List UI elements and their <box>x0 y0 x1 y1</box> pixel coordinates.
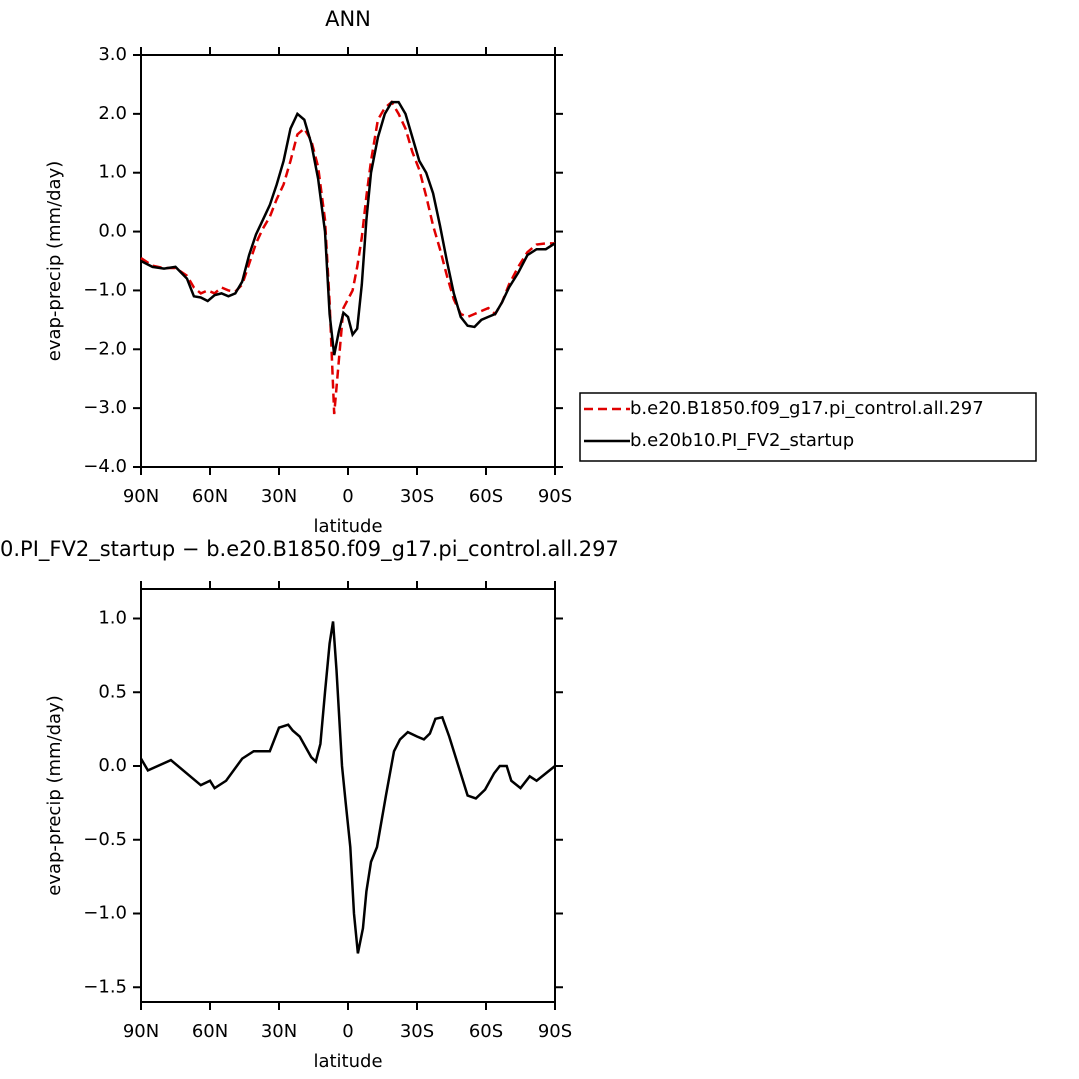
y-tick-label: −2.0 <box>83 338 127 359</box>
y-tick-label: −1.0 <box>83 903 127 924</box>
y-axis-label: evap-precip (mm/day) <box>44 161 65 362</box>
y-tick-label: −1.5 <box>83 976 127 997</box>
plot-frame <box>140 588 556 1003</box>
x-tick-label: 60S <box>469 486 503 507</box>
y-tick-label: 1.0 <box>98 162 127 183</box>
x-tick-label: 90S <box>538 486 572 507</box>
legend-label: b.e20b10.PI_FV2_startup <box>630 430 854 451</box>
x-tick-label: 0 <box>342 1021 353 1042</box>
plot-frame <box>140 54 556 468</box>
data-line <box>139 621 556 954</box>
x-tick-label: 0 <box>342 486 353 507</box>
x-tick-label: 30N <box>261 486 297 507</box>
x-tick-label: 90N <box>123 486 159 507</box>
x-tick-label: 30N <box>261 1021 297 1042</box>
x-tick-label: 60N <box>192 1021 228 1042</box>
chart-title: ANN <box>325 7 371 31</box>
data-line <box>140 100 556 356</box>
x-tick-label: 30S <box>400 486 434 507</box>
data-line <box>140 100 555 415</box>
y-tick-label: −4.0 <box>83 456 127 477</box>
x-tick-label: 90N <box>123 1021 159 1042</box>
x-axis-label: latitude <box>313 516 382 537</box>
y-tick-label: 2.0 <box>98 103 127 124</box>
legend-label: b.e20.B1850.f09_g17.pi_control.all.297 <box>630 398 984 419</box>
y-axis-label: evap-precip (mm/day) <box>44 695 65 896</box>
x-tick-label: 60N <box>192 486 228 507</box>
y-tick-label: 1.0 <box>98 608 127 629</box>
y-tick-label: −1.0 <box>83 279 127 300</box>
y-tick-label: −3.0 <box>83 397 127 418</box>
chart-title: 0.PI_FV2_startup − b.e20.B1850.f09_g17.p… <box>0 537 619 562</box>
x-tick-label: 30S <box>400 1021 434 1042</box>
x-axis-label: latitude <box>313 1051 382 1072</box>
x-tick-label: 60S <box>469 1021 503 1042</box>
y-tick-label: 3.0 <box>98 44 127 65</box>
y-tick-label: 0.5 <box>98 681 127 702</box>
y-tick-label: 0.0 <box>98 221 127 242</box>
y-tick-label: 0.0 <box>98 755 127 776</box>
y-tick-label: −0.5 <box>83 829 127 850</box>
legend-box <box>579 392 1037 462</box>
x-tick-label: 90S <box>538 1021 572 1042</box>
